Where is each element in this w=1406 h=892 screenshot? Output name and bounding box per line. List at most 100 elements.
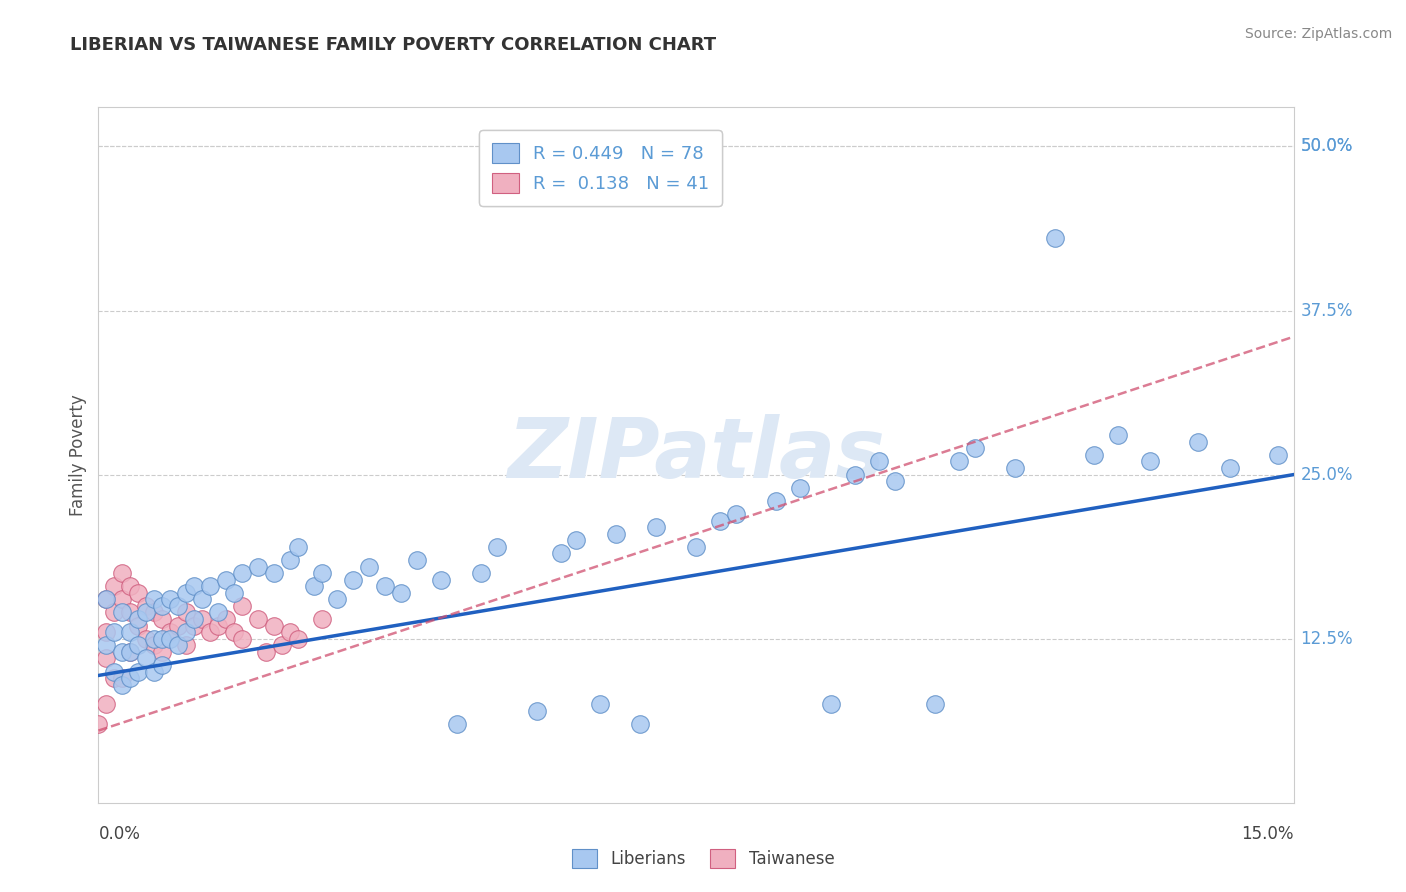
Point bbox=[222, 625, 245, 640]
Y-axis label: Family Poverty: Family Poverty bbox=[69, 394, 87, 516]
Point bbox=[150, 632, 173, 646]
Point bbox=[342, 573, 364, 587]
Point bbox=[302, 579, 325, 593]
Point bbox=[924, 698, 946, 712]
Point bbox=[111, 566, 134, 580]
Point bbox=[167, 618, 190, 632]
Point bbox=[96, 625, 118, 640]
Point bbox=[103, 606, 125, 620]
Point bbox=[103, 579, 125, 593]
Legend: R = 0.449   N = 78, R =  0.138   N = 41: R = 0.449 N = 78, R = 0.138 N = 41 bbox=[479, 130, 721, 206]
Point bbox=[948, 454, 970, 468]
Point bbox=[96, 698, 118, 712]
Text: 0.0%: 0.0% bbox=[98, 825, 141, 843]
Point bbox=[1004, 461, 1026, 475]
Point bbox=[143, 638, 166, 652]
Point bbox=[311, 566, 333, 580]
Point bbox=[1083, 448, 1105, 462]
Point bbox=[278, 553, 301, 567]
Point bbox=[311, 612, 333, 626]
Point bbox=[215, 612, 238, 626]
Point bbox=[207, 606, 229, 620]
Point bbox=[120, 606, 142, 620]
Point bbox=[96, 592, 118, 607]
Point bbox=[565, 533, 588, 548]
Text: 50.0%: 50.0% bbox=[1301, 137, 1353, 155]
Text: 12.5%: 12.5% bbox=[1301, 630, 1353, 648]
Point bbox=[87, 717, 110, 731]
Point bbox=[1187, 434, 1209, 449]
Point bbox=[326, 592, 349, 607]
Text: LIBERIAN VS TAIWANESE FAMILY POVERTY CORRELATION CHART: LIBERIAN VS TAIWANESE FAMILY POVERTY COR… bbox=[70, 36, 717, 54]
Point bbox=[1139, 454, 1161, 468]
Point bbox=[359, 559, 381, 574]
Point bbox=[183, 612, 205, 626]
Point bbox=[103, 665, 125, 679]
Point bbox=[120, 645, 142, 659]
Point bbox=[254, 645, 277, 659]
Point bbox=[868, 454, 890, 468]
Point bbox=[1107, 428, 1129, 442]
Point bbox=[183, 579, 205, 593]
Point bbox=[143, 632, 166, 646]
Point bbox=[278, 625, 301, 640]
Point bbox=[120, 671, 142, 685]
Point bbox=[111, 592, 134, 607]
Point bbox=[174, 625, 197, 640]
Text: 50.0%: 50.0% bbox=[1301, 137, 1353, 155]
Point bbox=[246, 559, 269, 574]
Point bbox=[589, 698, 612, 712]
Point bbox=[174, 586, 197, 600]
Point bbox=[191, 612, 214, 626]
Point bbox=[263, 618, 285, 632]
Point bbox=[120, 645, 142, 659]
Point bbox=[191, 592, 214, 607]
Text: 25.0%: 25.0% bbox=[1301, 466, 1353, 483]
Point bbox=[645, 520, 668, 534]
Point bbox=[231, 566, 253, 580]
Point bbox=[231, 632, 253, 646]
Point bbox=[1043, 231, 1066, 245]
Text: ZIPatlas: ZIPatlas bbox=[508, 415, 884, 495]
Point bbox=[374, 579, 396, 593]
Point bbox=[526, 704, 548, 718]
Point bbox=[120, 579, 142, 593]
Point bbox=[406, 553, 429, 567]
Point bbox=[287, 540, 309, 554]
Text: 37.5%: 37.5% bbox=[1301, 301, 1353, 319]
Legend: Liberians, Taiwanese: Liberians, Taiwanese bbox=[565, 842, 841, 875]
Point bbox=[150, 657, 173, 672]
Point bbox=[605, 526, 627, 541]
Point bbox=[96, 651, 118, 665]
Point bbox=[485, 540, 508, 554]
Point bbox=[135, 599, 157, 613]
Point bbox=[820, 698, 842, 712]
Point bbox=[159, 632, 181, 646]
Point bbox=[174, 638, 197, 652]
Point bbox=[150, 612, 173, 626]
Point bbox=[150, 645, 173, 659]
Point bbox=[143, 592, 166, 607]
Point bbox=[550, 546, 572, 560]
Point bbox=[96, 592, 118, 607]
Point bbox=[446, 717, 468, 731]
Point bbox=[135, 651, 157, 665]
Point bbox=[135, 632, 157, 646]
Point bbox=[150, 599, 173, 613]
Point bbox=[430, 573, 453, 587]
Point bbox=[143, 606, 166, 620]
Point bbox=[183, 618, 205, 632]
Point bbox=[159, 625, 181, 640]
Point bbox=[628, 717, 651, 731]
Point bbox=[270, 638, 292, 652]
Point bbox=[789, 481, 811, 495]
Point bbox=[127, 612, 149, 626]
Point bbox=[111, 671, 134, 685]
Point bbox=[103, 625, 125, 640]
Point bbox=[246, 612, 269, 626]
Point bbox=[709, 514, 731, 528]
Point bbox=[135, 606, 157, 620]
Point bbox=[111, 645, 134, 659]
Text: Source: ZipAtlas.com: Source: ZipAtlas.com bbox=[1244, 27, 1392, 41]
Point bbox=[389, 586, 412, 600]
